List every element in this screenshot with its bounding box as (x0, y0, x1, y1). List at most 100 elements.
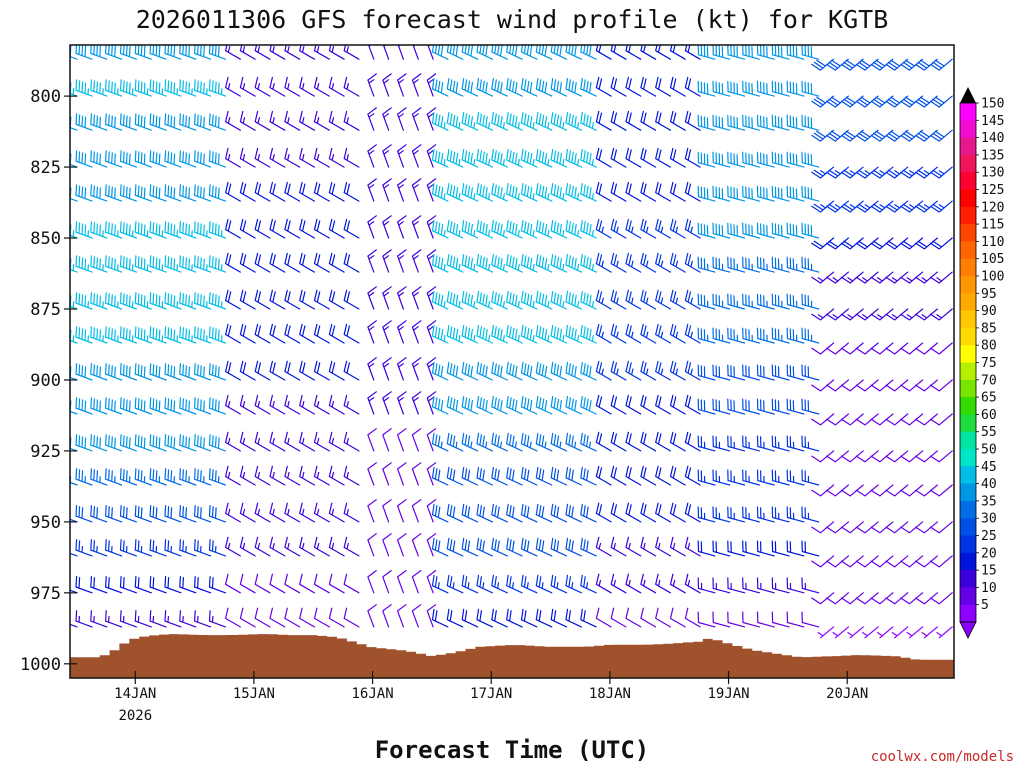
wind-barb (900, 413, 924, 426)
wind-barb (70, 623, 78, 628)
wind-barb (119, 255, 137, 273)
wind-barb (284, 360, 301, 381)
wind-barb (90, 576, 108, 594)
wind-barb (506, 608, 523, 628)
wind-barb (801, 222, 820, 239)
wind-barb (446, 574, 464, 594)
wind-barb (742, 185, 760, 202)
wind-barb (179, 610, 197, 628)
wind-barb (461, 395, 479, 415)
wind-barb (565, 112, 582, 131)
wind-barb (397, 428, 407, 452)
wind-barb (640, 573, 657, 594)
wind-barb (328, 252, 345, 273)
wind-barb (75, 45, 93, 60)
wind-barb (900, 95, 924, 108)
wind-barb (194, 468, 212, 486)
wind-barb (684, 536, 701, 557)
wind-barb (367, 428, 377, 452)
wind-barb (446, 290, 464, 310)
wind-barb (742, 435, 760, 452)
wind-barb (343, 573, 360, 594)
wind-barb (313, 218, 330, 239)
wind-barb (697, 611, 716, 628)
wind-barb (535, 78, 553, 97)
wind-barb (885, 308, 909, 321)
wind-barb (70, 589, 78, 594)
wind-barb (580, 503, 597, 523)
wind-barb (900, 484, 924, 497)
wind-barb (565, 45, 582, 60)
wind-barb (771, 611, 790, 628)
wind-barb (284, 323, 301, 344)
wind-barb (742, 222, 760, 239)
wind-barb (826, 200, 849, 213)
wind-barb (164, 150, 182, 168)
plot-frame (69, 44, 955, 679)
wind-barb (811, 342, 835, 355)
wind-barb (855, 58, 879, 71)
wind-barb (915, 484, 938, 497)
wind-barb (367, 604, 377, 628)
wind-barb (461, 148, 479, 168)
wind-barb (565, 537, 582, 557)
wind-barb (119, 505, 137, 523)
wind-barb (640, 110, 657, 131)
wind-barb (149, 610, 167, 628)
wind-barb (870, 237, 894, 250)
wind-barb (194, 255, 212, 273)
wind-barb (75, 184, 93, 202)
wind-barb (105, 221, 123, 239)
wind-barb (328, 110, 345, 131)
wind-barb (565, 503, 582, 523)
colorbar-swatch (960, 276, 976, 294)
wind-barb (254, 181, 271, 202)
wind-barb (535, 219, 553, 239)
credit-label: coolwx.com/models (871, 749, 1014, 765)
wind-barb (431, 324, 449, 344)
wind-barb (343, 289, 360, 310)
wind-barb (625, 289, 642, 310)
wind-barb (367, 178, 377, 202)
wind-barb (164, 468, 182, 486)
colorbar-label: 85 (981, 321, 997, 336)
wind-barb (684, 360, 701, 381)
wind-barb (149, 468, 167, 486)
wind-barb (411, 107, 422, 131)
wind-barb (426, 604, 437, 628)
wind-barb (580, 361, 597, 381)
wind-barb (885, 342, 909, 355)
colorbar-label: 65 (981, 391, 997, 406)
wind-barb (105, 184, 123, 202)
wind-barb (535, 290, 553, 310)
wind-barb (915, 271, 938, 284)
wind-barb (610, 252, 627, 273)
wind-barb (640, 465, 657, 486)
wind-barb (756, 435, 775, 452)
wind-barb (771, 435, 790, 452)
wind-barb (786, 506, 805, 523)
wind-barb (446, 608, 464, 628)
wind-barb (712, 114, 731, 131)
wind-barb (134, 292, 152, 310)
x-tick-label: 20JAN (826, 686, 868, 702)
wind-barb (640, 45, 657, 60)
wind-barb (299, 607, 315, 628)
wind-barb (929, 237, 953, 250)
wind-barb (208, 539, 226, 557)
wind-barb (565, 395, 582, 415)
wind-barb (269, 323, 286, 344)
wind-barb (491, 78, 508, 97)
wind-barb (299, 323, 315, 344)
wind-barb (786, 222, 805, 239)
wind-barb (299, 394, 315, 415)
wind-barb (929, 555, 953, 568)
wind-barb (179, 363, 197, 381)
wind-barb (786, 398, 805, 415)
wind-barb (397, 45, 404, 60)
wind-barb (712, 469, 731, 486)
wind-barb (595, 110, 612, 131)
wind-barb (149, 79, 167, 97)
wind-barb (921, 626, 938, 639)
